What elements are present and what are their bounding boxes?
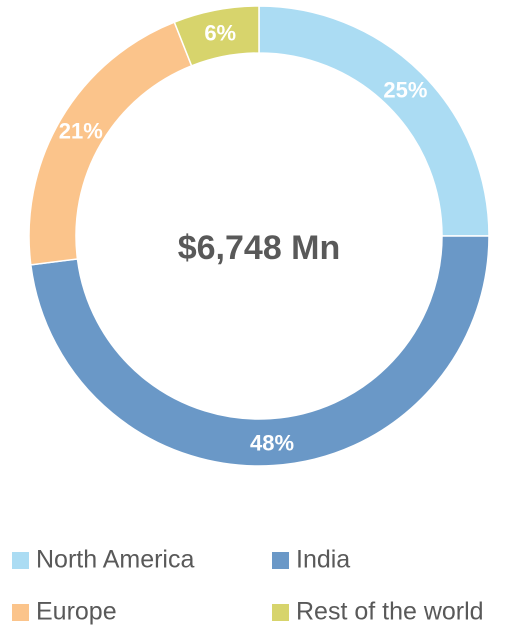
donut-slice <box>258 5 490 237</box>
legend-label: North America <box>36 546 194 574</box>
legend-swatch <box>12 604 29 621</box>
donut-slice <box>29 235 490 467</box>
center-annotation: $6,748 Mn <box>178 229 341 267</box>
donut-slice <box>28 21 193 266</box>
legend-label: India <box>296 546 350 574</box>
legend-swatch <box>272 552 289 569</box>
donut-slice <box>173 5 260 67</box>
data-label: 21% <box>59 118 103 143</box>
legend-label: Rest of the world <box>296 598 484 626</box>
legend-swatch <box>272 604 289 621</box>
legend-label: Europe <box>36 598 117 626</box>
data-label: 25% <box>383 77 427 102</box>
legend-swatch <box>12 552 29 569</box>
data-label: 48% <box>250 430 294 455</box>
data-label: 6% <box>204 20 236 45</box>
